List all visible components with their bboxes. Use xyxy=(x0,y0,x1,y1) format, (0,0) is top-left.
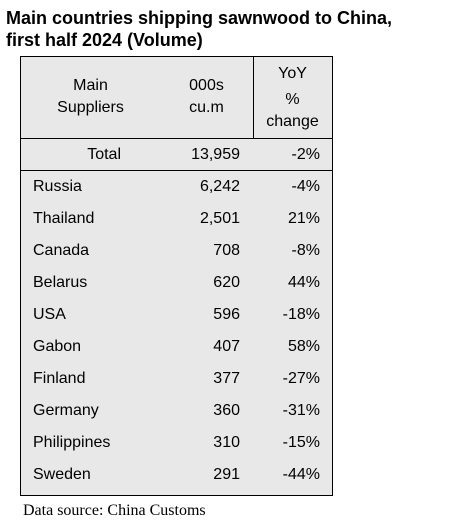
page-title: Main countries shipping sawnwood to Chin… xyxy=(6,7,458,51)
country-name: Sweden xyxy=(33,466,91,483)
country-name: Thailand xyxy=(33,210,95,227)
yoy-value: -4% xyxy=(291,178,320,195)
table-row: Russia 6,242 -4% xyxy=(21,171,332,203)
yoy-value: -15% xyxy=(282,434,320,451)
header-text: % xyxy=(285,91,300,108)
country-name: Gabon xyxy=(33,338,82,355)
table-row: USA 596 -18% xyxy=(21,299,332,331)
header-text: change xyxy=(266,113,319,130)
total-volume: 13,959 xyxy=(191,146,240,163)
volume-value: 6,242 xyxy=(199,178,240,195)
volume-value: 310 xyxy=(213,434,240,451)
header-text: YoY xyxy=(278,65,307,82)
yoy-value: 44% xyxy=(287,274,320,291)
volume-value: 620 xyxy=(213,274,240,291)
country-name: USA xyxy=(33,306,66,323)
yoy-value: 21% xyxy=(287,210,320,227)
table-row: Philippines 310 -15% xyxy=(21,427,332,459)
country-name: Belarus xyxy=(33,274,88,291)
total-yoy: -2% xyxy=(291,146,320,163)
yoy-value: -8% xyxy=(291,242,320,259)
volume-value: 708 xyxy=(213,242,240,259)
title-line-2: first half 2024 (Volume) xyxy=(6,30,203,50)
yoy-value: -18% xyxy=(282,306,320,323)
country-name: Canada xyxy=(33,242,90,259)
volume-value: 407 xyxy=(213,338,240,355)
table-row: Germany 360 -31% xyxy=(21,395,332,427)
header-main-suppliers: Main Suppliers xyxy=(21,57,160,138)
country-name: Finland xyxy=(33,370,86,387)
yoy-value: -44% xyxy=(282,466,320,483)
header-text: Suppliers xyxy=(57,99,124,116)
table-row: Gabon 407 58% xyxy=(21,331,332,363)
title-line-1: Main countries shipping sawnwood to Chin… xyxy=(6,8,393,28)
country-name: Germany xyxy=(33,402,99,419)
volume-value: 291 xyxy=(213,466,240,483)
header-text: cu.m xyxy=(189,99,224,116)
volume-value: 596 xyxy=(213,306,240,323)
column-divider xyxy=(253,57,254,139)
table-row: Canada 708 -8% xyxy=(21,235,332,267)
table-row: Sweden 291 -44% xyxy=(21,459,332,491)
suppliers-table: Main Suppliers 000s cu.m YoY % change To… xyxy=(20,56,333,496)
header-text: Main xyxy=(73,77,108,94)
header-yoy-change: YoY % change xyxy=(253,57,332,138)
volume-value: 2,501 xyxy=(199,210,240,227)
yoy-value: -31% xyxy=(282,402,320,419)
table-row: Finland 377 -27% xyxy=(21,363,332,395)
table-body: Russia 6,242 -4% Thailand 2,501 21% Cana… xyxy=(21,171,332,491)
country-name: Philippines xyxy=(33,434,111,451)
volume-value: 377 xyxy=(213,370,240,387)
table-header: Main Suppliers 000s cu.m YoY % change xyxy=(21,57,332,139)
yoy-value: -27% xyxy=(282,370,320,387)
table-row: Thailand 2,501 21% xyxy=(21,203,332,235)
yoy-value: 58% xyxy=(287,338,320,355)
data-source-note: Data source: China Customs xyxy=(23,502,206,519)
country-name: Russia xyxy=(33,178,82,195)
total-label: Total xyxy=(87,146,121,163)
volume-value: 360 xyxy=(213,402,240,419)
table-row: Belarus 620 44% xyxy=(21,267,332,299)
total-row: Total 13,959 -2% xyxy=(21,139,332,171)
header-text: 000s xyxy=(189,77,224,94)
header-volume: 000s cu.m xyxy=(160,57,253,138)
